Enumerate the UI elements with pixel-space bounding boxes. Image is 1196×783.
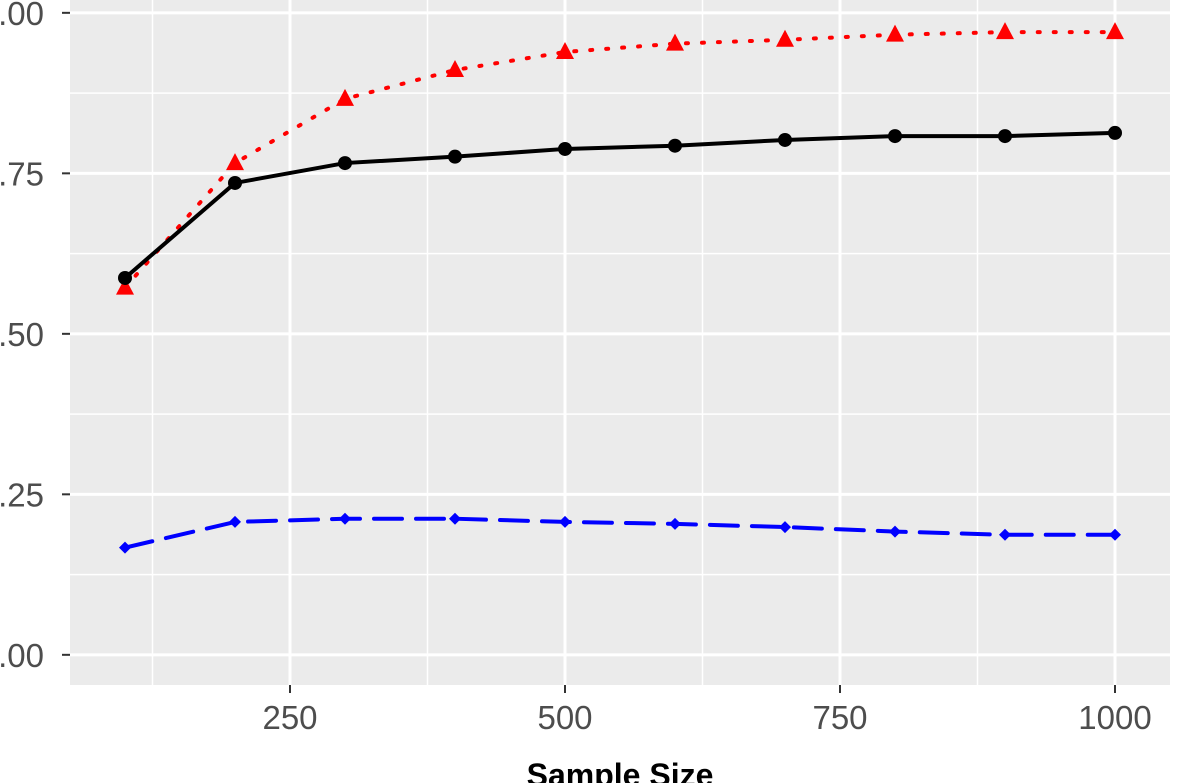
point <box>449 512 461 525</box>
point <box>448 149 462 164</box>
point <box>776 29 794 47</box>
series-line <box>123 516 1117 550</box>
y-tick-label: 0.75 <box>0 155 44 192</box>
x-tick-label: 1000 <box>1078 699 1151 736</box>
point <box>119 541 131 554</box>
point <box>116 277 134 295</box>
x-tick-label: 500 <box>537 699 592 736</box>
point <box>998 129 1012 144</box>
point <box>338 156 352 171</box>
series <box>118 125 1122 285</box>
point <box>996 22 1014 40</box>
point <box>556 42 574 60</box>
point <box>226 153 244 171</box>
point <box>1106 22 1124 40</box>
point <box>889 525 901 538</box>
point <box>1109 528 1121 541</box>
series-line <box>123 130 1117 280</box>
point <box>778 132 792 147</box>
point <box>669 517 681 530</box>
point <box>229 515 241 528</box>
point <box>886 24 904 42</box>
x-axis-title: Sample Size <box>527 757 714 783</box>
point <box>446 59 464 77</box>
point <box>118 270 132 285</box>
point <box>999 528 1011 541</box>
point <box>336 88 354 106</box>
y-tick-label: 0.25 <box>0 476 44 513</box>
point <box>558 141 572 156</box>
plot-panel <box>70 0 1170 685</box>
point <box>666 33 684 51</box>
series <box>119 512 1121 554</box>
x-tick-label: 250 <box>262 699 317 736</box>
point <box>668 138 682 153</box>
y-tick-label: 1.00 <box>0 0 44 32</box>
point <box>228 175 242 190</box>
point <box>888 129 902 144</box>
series <box>116 22 1124 295</box>
y-tick-label: 0.50 <box>0 316 44 353</box>
point <box>339 512 351 525</box>
x-tick-label: 750 <box>812 699 867 736</box>
point <box>1108 125 1122 140</box>
point <box>559 515 571 528</box>
y-tick-label: 0.00 <box>0 637 44 674</box>
point <box>779 521 791 534</box>
